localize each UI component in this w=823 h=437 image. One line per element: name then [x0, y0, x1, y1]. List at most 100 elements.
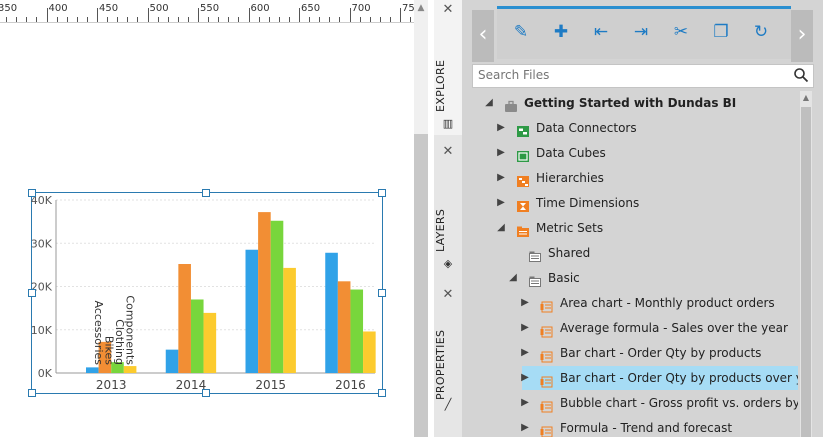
tree-item[interactable]: ◢ Metric Sets	[462, 216, 798, 240]
tree-item-label: Bar chart - Order Qty by products over y…	[560, 371, 798, 385]
expand-arrow-icon[interactable]: ▶	[521, 397, 529, 408]
toolbar-next-button[interactable]: ›	[791, 10, 813, 62]
search-input[interactable]	[473, 65, 783, 85]
tree-item[interactable]: ▶ Data Connectors	[462, 116, 798, 140]
tree-item[interactable]: ◢ Getting Started with Dundas BI	[462, 91, 798, 115]
resize-handle[interactable]	[28, 289, 36, 297]
tree-item-label: Bubble chart - Gross profit vs. orders b…	[560, 396, 798, 410]
tree-item[interactable]: ▶ Average formula - Sales over the year	[462, 316, 798, 340]
tree-item[interactable]: ▶ Area chart - Monthly product orders	[462, 291, 798, 315]
tree-item[interactable]: ▶ Bar chart - Order Qty by products over …	[521, 366, 798, 390]
copy-icon[interactable]: ❐	[713, 22, 729, 42]
tree-item[interactable]: ▶ Formula - Trend and forecast	[462, 416, 798, 437]
expand-arrow-icon[interactable]: ▶	[497, 197, 505, 208]
tree-item-label: Data Connectors	[536, 121, 637, 135]
cut-icon[interactable]: ✂	[673, 22, 689, 42]
expand-arrow-icon[interactable]: ▶	[521, 297, 529, 308]
ruler-label: 550	[200, 3, 220, 14]
tab-explore[interactable]: ✕ EXPLORE ▥	[434, 0, 462, 135]
ruler-minor-tick	[56, 17, 58, 22]
collapse-arrow-icon[interactable]: ◢	[509, 272, 517, 283]
canvas-scrollbar-thumb[interactable]	[414, 134, 428, 437]
tree-scroll-up-icon[interactable]: ▲	[802, 93, 810, 102]
ruler-major-tick	[198, 8, 199, 22]
ruler-minor-tick	[379, 17, 381, 22]
tree-item[interactable]: ▶ Hierarchies	[462, 166, 798, 190]
ruler-minor-tick	[278, 17, 280, 22]
ruler-minor-tick	[228, 17, 230, 22]
tree-item-label: Average formula - Sales over the year	[560, 321, 788, 335]
search-icon[interactable]	[793, 67, 809, 83]
resize-handle[interactable]	[202, 189, 210, 197]
canvas-vertical-scrollbar[interactable]: ▲	[414, 0, 428, 437]
tree-item[interactable]: Shared	[462, 241, 798, 265]
ruler-label: 450	[99, 3, 119, 14]
expand-arrow-icon[interactable]: ▶	[497, 172, 505, 183]
ruler-major-tick	[349, 8, 351, 22]
metric-set-icon	[540, 322, 554, 338]
expand-arrow-icon[interactable]: ▶	[521, 347, 529, 358]
metric-folder-icon	[516, 222, 530, 237]
tree-item[interactable]: ◢ Basic	[462, 266, 798, 290]
ruler-minor-tick	[319, 17, 321, 22]
ruler-minor-tick	[36, 17, 38, 22]
ruler-label: 650	[301, 3, 321, 14]
data-cube-icon	[516, 147, 530, 162]
refresh-icon[interactable]: ↻	[753, 22, 769, 42]
new-icon[interactable]: ✚	[553, 22, 569, 42]
tree-item[interactable]: ▶ Bubble chart - Gross profit vs. orders …	[462, 391, 798, 415]
ruler-minor-tick	[157, 17, 159, 22]
resize-handle[interactable]	[378, 189, 386, 197]
close-explore-icon[interactable]: ✕	[442, 2, 454, 17]
ruler-minor-tick	[410, 17, 412, 22]
ruler-minor-tick	[288, 17, 290, 22]
expand-arrow-icon[interactable]: ▶	[497, 122, 505, 133]
explore-toolbar: ✎ ✚ ⇤ ⇥ ✂ ❐ ↻	[497, 6, 791, 59]
brush-icon: ╱	[444, 398, 452, 411]
time-dimension-icon	[516, 197, 530, 212]
tree-item[interactable]: ▶ Data Cubes	[462, 141, 798, 165]
ruler-major-tick	[97, 8, 98, 22]
ruler-major-tick	[299, 8, 300, 22]
expand-arrow-icon[interactable]: ▶	[521, 372, 529, 383]
tab-layers[interactable]: LAYERS	[434, 208, 447, 252]
edit-icon[interactable]: ✎	[513, 22, 529, 42]
tree-item[interactable]: ▶ Time Dimensions	[462, 191, 798, 215]
ruler-minor-tick	[177, 17, 179, 22]
export-icon[interactable]: ⇥	[633, 22, 649, 42]
ruler-minor-tick	[238, 17, 240, 22]
resize-handle[interactable]	[28, 189, 36, 197]
scroll-up-arrow-icon[interactable]: ▲	[417, 3, 425, 13]
import-icon[interactable]: ⇤	[593, 22, 609, 42]
close-layers-icon[interactable]: ✕	[442, 144, 454, 159]
tree-item[interactable]: ▶ Bar chart - Order Qty by products	[462, 341, 798, 365]
ruler-minor-tick	[137, 17, 139, 22]
chart-selection-frame[interactable]	[31, 192, 383, 394]
toolbar-prev-button[interactable]: ‹	[472, 10, 494, 62]
ruler-minor-tick	[117, 17, 119, 22]
search-files	[472, 64, 814, 88]
ruler-minor-tick	[369, 17, 371, 22]
tree-item-label: Basic	[548, 271, 580, 285]
tree-item-label: Hierarchies	[536, 171, 604, 185]
resize-handle[interactable]	[202, 389, 210, 397]
collapse-arrow-icon[interactable]: ◢	[485, 97, 493, 108]
tree-scrollbar-thumb[interactable]	[801, 107, 811, 437]
close-properties-icon[interactable]: ✕	[442, 287, 454, 302]
resize-handle[interactable]	[28, 389, 36, 397]
ruler-minor-tick	[187, 17, 189, 22]
expand-arrow-icon[interactable]: ▶	[497, 147, 505, 158]
expand-arrow-icon[interactable]: ▶	[521, 422, 529, 433]
ruler-minor-tick	[329, 17, 331, 22]
collapse-arrow-icon[interactable]: ◢	[497, 222, 505, 233]
expand-arrow-icon[interactable]: ▶	[521, 322, 529, 333]
ruler-label: 400	[48, 3, 68, 14]
briefcase-icon	[504, 97, 518, 112]
resize-handle[interactable]	[378, 389, 386, 397]
resize-handle[interactable]	[378, 289, 386, 297]
ruler-minor-tick	[6, 17, 8, 22]
tree-item-label: Area chart - Monthly product orders	[560, 296, 775, 310]
tree-scrollbar[interactable]: ▲	[800, 91, 812, 437]
tab-properties[interactable]: PROPERTIES	[434, 329, 447, 401]
